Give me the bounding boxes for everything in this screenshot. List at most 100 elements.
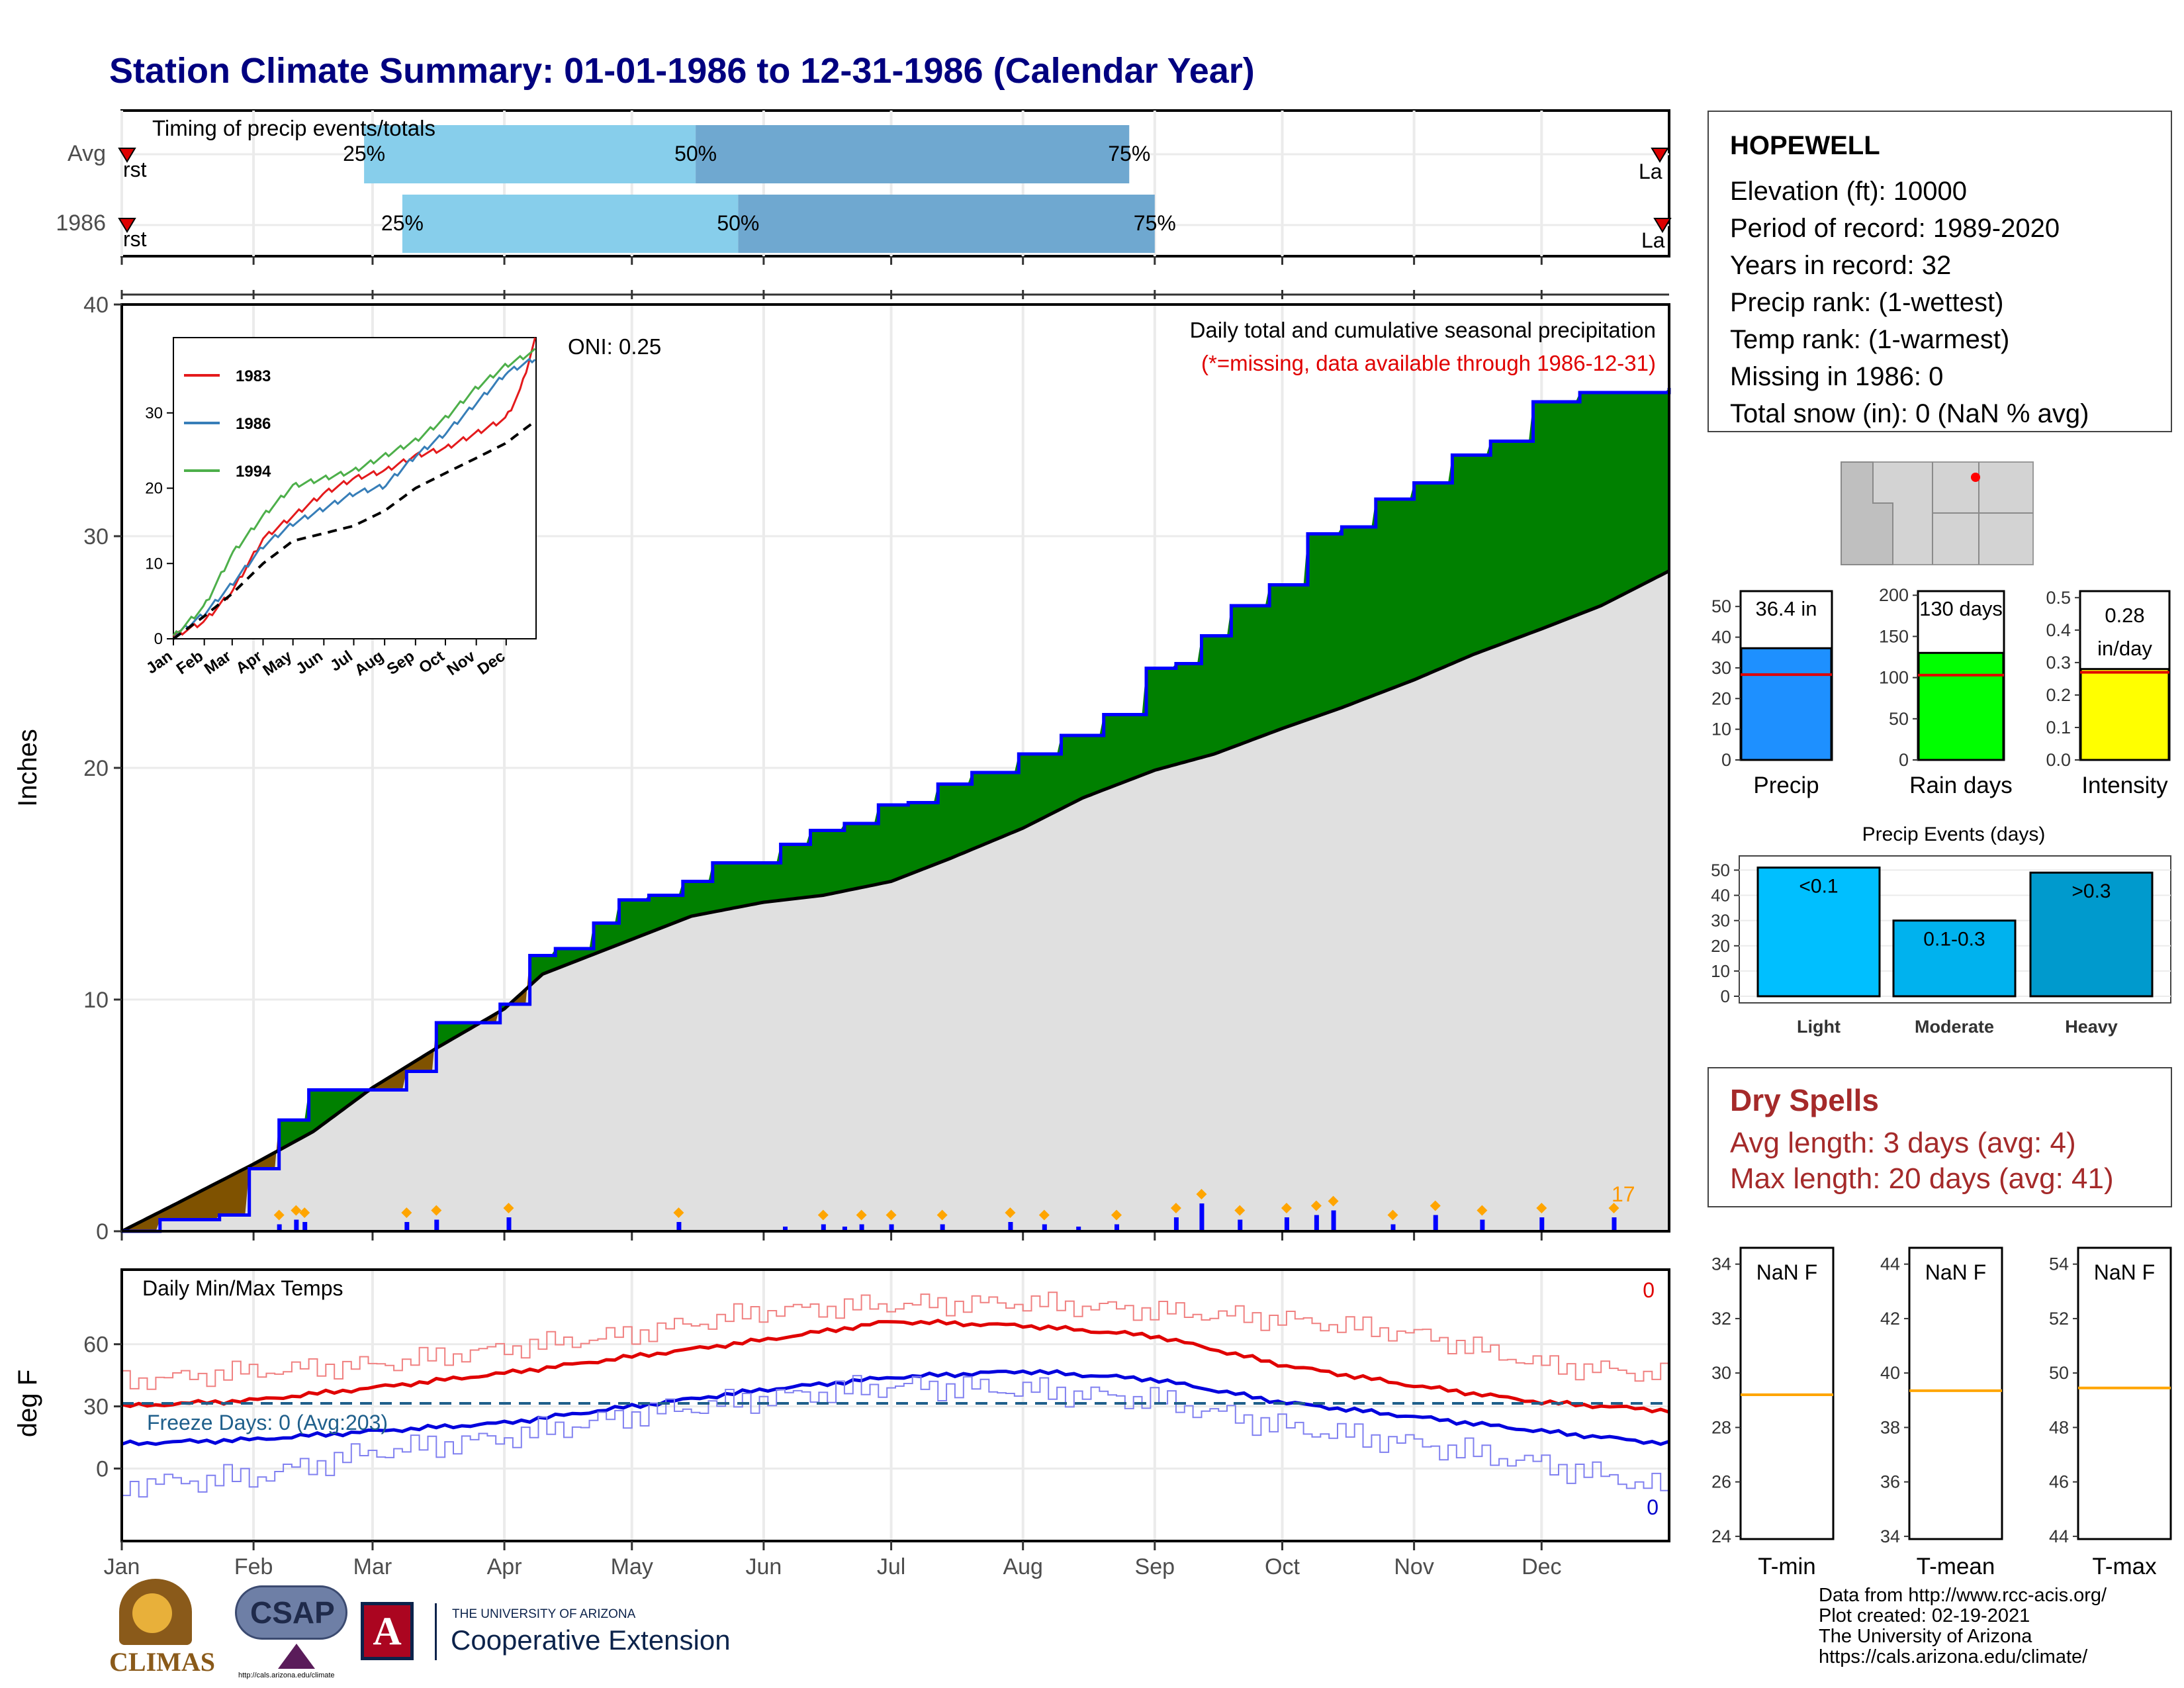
events-tick-label: 30 — [1711, 911, 1730, 931]
timing-title: Timing of precip events/totals — [152, 116, 435, 140]
temp-panel-tick-label: 34 — [1711, 1254, 1731, 1274]
temp-xtick-label: Aug — [1003, 1554, 1043, 1579]
ua-top-text: THE UNIVERSITY OF ARIZONA — [452, 1607, 636, 1621]
daily-precip-bar — [1042, 1224, 1047, 1231]
summary-tick-label: 30 — [1711, 658, 1731, 678]
timing-label-75: 75% — [1134, 211, 1176, 235]
summary-tick-label: 0.4 — [2046, 620, 2071, 640]
daily-precip-bar — [821, 1224, 826, 1231]
station-precip-rank: Precip rank: (1-wettest) — [1730, 288, 2004, 317]
events-title: Precip Events (days) — [1862, 823, 2046, 845]
csap-text: CSAP — [250, 1595, 335, 1630]
daily-precip-bar — [506, 1217, 512, 1231]
heavy-event-marker — [1111, 1209, 1122, 1221]
heavy-event-marker — [673, 1207, 684, 1218]
station-temp-rank: Temp rank: (1-warmest) — [1730, 325, 2010, 354]
events-bar-label: 0.1-0.3 — [1923, 929, 1985, 951]
ua-a-icon: A — [361, 1602, 414, 1660]
last-marker-year — [1653, 218, 1672, 233]
summary-tick-label: 100 — [1879, 668, 1909, 688]
temp-y-axis: 0 30 60 — [83, 1333, 122, 1481]
daily-precip-bar — [434, 1219, 439, 1231]
heavy-event-marker — [1005, 1207, 1016, 1218]
missing-note: (*=missing, data available through 1986-… — [1201, 351, 1656, 375]
temp-xtick-label: Jun — [745, 1554, 782, 1579]
climas-logo: CLIMAS — [106, 1579, 218, 1678]
timing-panel: 25% 50% 75% 25% 50% 75% Timing of precip even… — [56, 109, 1672, 265]
daily-precip-bar — [1008, 1222, 1013, 1231]
red-count: 0 — [1643, 1278, 1655, 1302]
temp-panel-tick-label: 28 — [1711, 1417, 1731, 1437]
events-bar-light — [1756, 867, 1881, 998]
events-category-label: Heavy — [2065, 1017, 2118, 1037]
csap-url: http://cals.arizona.edu/climate — [238, 1671, 335, 1679]
credit-institution: The University of Arizona — [1819, 1626, 2032, 1647]
summary-tick-label: 10 — [1711, 720, 1731, 739]
daily-precip-bar — [404, 1222, 410, 1231]
ua-bottom-text: Cooperative Extension — [451, 1624, 731, 1656]
events-plot: 0 10 20 30 40 50 <0.1 Light 0.1-0.3 Moderate >0.3 H… — [1711, 860, 2171, 1037]
timing-bar-50-75 — [738, 195, 1155, 253]
station-years: Years in record: 32 — [1730, 251, 1952, 280]
heavy-event-marker — [401, 1207, 412, 1218]
heavy-event-marker — [1430, 1200, 1441, 1211]
summary-tick-label: 0 — [1899, 750, 1909, 770]
daily-precip-bar — [1612, 1217, 1617, 1231]
daily-precip-bars — [273, 1189, 1619, 1231]
daily-precip-bar — [294, 1219, 299, 1231]
credit-website: https://cals.arizona.edu/climate/ — [1819, 1646, 2088, 1667]
station-missing: Missing in 1986: 0 — [1730, 362, 1944, 391]
station-info-box: HOPEWELL Elevation (ft): 10000 Period of… — [1707, 111, 2172, 432]
events-bar-label: <0.1 — [1799, 876, 1838, 898]
heavy-event-marker — [817, 1209, 829, 1221]
temperature-summary-panels: 24 26 28 30 32 34 NaN F T-min 34 36 38 40 42 44 NaN F T… — [1711, 1246, 2172, 1579]
normal-cumulative-line — [120, 569, 1670, 1233]
temp-panel-name-1: T-mean — [1917, 1554, 1995, 1579]
inset-average-line — [172, 420, 536, 640]
daily-precip-bar — [1433, 1215, 1438, 1231]
temp-panel-box-2 — [2077, 1246, 2172, 1540]
daily-precip-bar — [277, 1224, 282, 1231]
tmin-normal-line — [121, 1369, 1670, 1446]
timing-bar-25-50 — [364, 125, 696, 183]
summary-tick-label: 50 — [1889, 709, 1909, 729]
inset-legend-label: 1994 — [236, 463, 271, 481]
timing-row-label-year: 1986 — [56, 211, 106, 236]
summary-tick-label: 0.0 — [2046, 750, 2071, 770]
timing-bar-50-75 — [696, 125, 1130, 183]
tmax-daily-line — [122, 1291, 1670, 1390]
oni-label: ONI: 0.25 — [568, 334, 661, 359]
daily-precip-bar — [1076, 1227, 1081, 1231]
summary-value-label-0: 36.4 in — [1755, 597, 1817, 620]
temp-xtick-label: Oct — [1265, 1554, 1300, 1579]
heavy-event-marker — [1387, 1209, 1398, 1221]
heavy-event-marker — [1310, 1200, 1322, 1211]
events-tick-label: 0 — [1721, 986, 1730, 1006]
temp-panel-tick-label: 30 — [1711, 1363, 1731, 1383]
daily-precip-bar — [1284, 1217, 1289, 1231]
heavy-event-marker — [1234, 1205, 1246, 1216]
temp-xtick-label: May — [611, 1554, 653, 1579]
temp-panel-box-0 — [1739, 1246, 1835, 1540]
summary-tick-label: 200 — [1879, 585, 1909, 605]
daily-precip-bar — [1314, 1215, 1319, 1231]
heavy-event-marker — [503, 1203, 514, 1213]
daily-precip-bar — [1115, 1224, 1119, 1231]
events-tick-label: 10 — [1711, 961, 1730, 981]
main-precip-chart: 0 10 20 30 40 Inches Daily total and cumulat… — [13, 290, 1671, 1244]
above-normal-fill — [279, 388, 1670, 1150]
first-marker-year — [118, 218, 136, 233]
temp-panel-tick-label: 44 — [2049, 1526, 2069, 1546]
inset-lines — [172, 337, 536, 640]
summary-tick-label: 0 — [1721, 750, 1731, 770]
summary-name-1: Rain days — [1909, 773, 2013, 798]
summary-tick-label: 40 — [1711, 628, 1731, 647]
timing-label-75: 75% — [1108, 142, 1150, 165]
dry-spells-title: Dry Spells — [1730, 1083, 1879, 1117]
inset-legend: 1983 1986 1994 — [184, 367, 271, 481]
csap-mountain-icon — [278, 1644, 315, 1669]
first-label-avg: rst — [123, 158, 147, 181]
heavy-event-marker — [273, 1209, 285, 1221]
inset-ytick-label: 30 — [145, 404, 163, 422]
daily-precip-bar — [1390, 1224, 1396, 1231]
